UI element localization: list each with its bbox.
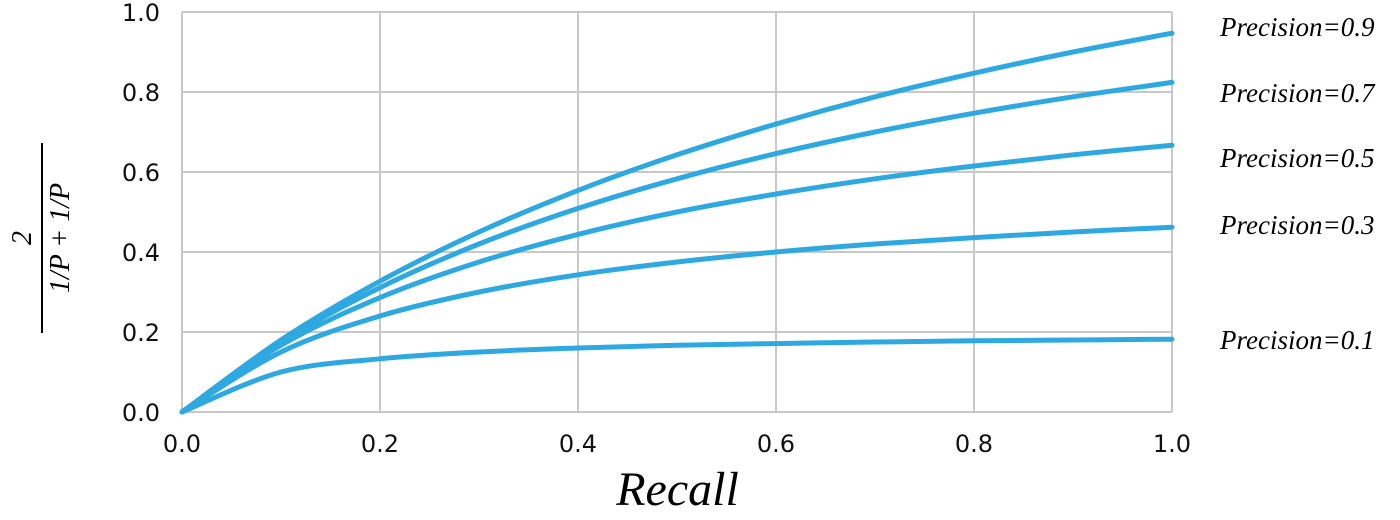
y-tick-label: 0.6 — [122, 159, 160, 187]
series-line-1 — [179, 79, 1175, 415]
y-tick-label: 0.2 — [122, 319, 160, 347]
series-line-0 — [179, 30, 1175, 415]
series-line-3 — [179, 224, 1175, 415]
y-tick-label: 0.0 — [122, 399, 160, 427]
x-tick-label: 0.0 — [163, 430, 201, 458]
series-label-2: Precision=0.5 — [1220, 143, 1375, 173]
y-tick-label: 0.4 — [122, 239, 160, 267]
series-label-0: Precision=0.9 — [1220, 12, 1375, 42]
x-tick-label: 1.0 — [1153, 430, 1191, 458]
x-tick-label: 0.8 — [955, 430, 993, 458]
series-label-3: Precision=0.3 — [1220, 210, 1375, 240]
y-tick-label: 1.0 — [122, 0, 160, 27]
x-axis-label: Recall — [616, 463, 739, 516]
y-label-denominator: 1/P + 1/P — [45, 182, 76, 294]
series-line-4 — [179, 336, 1175, 415]
y-axis-label: 2 1/P + 1/P — [7, 143, 87, 333]
y-tick-label: 0.8 — [122, 79, 160, 107]
series-label-4: Precision=0.1 — [1220, 325, 1375, 355]
y-label-numerator: 2 — [7, 143, 43, 333]
x-tick-label: 0.6 — [757, 430, 795, 458]
x-tick-label: 0.4 — [559, 430, 597, 458]
series-label-1: Precision=0.7 — [1220, 78, 1375, 108]
x-tick-label: 0.2 — [361, 430, 399, 458]
series-line-2 — [179, 142, 1175, 415]
